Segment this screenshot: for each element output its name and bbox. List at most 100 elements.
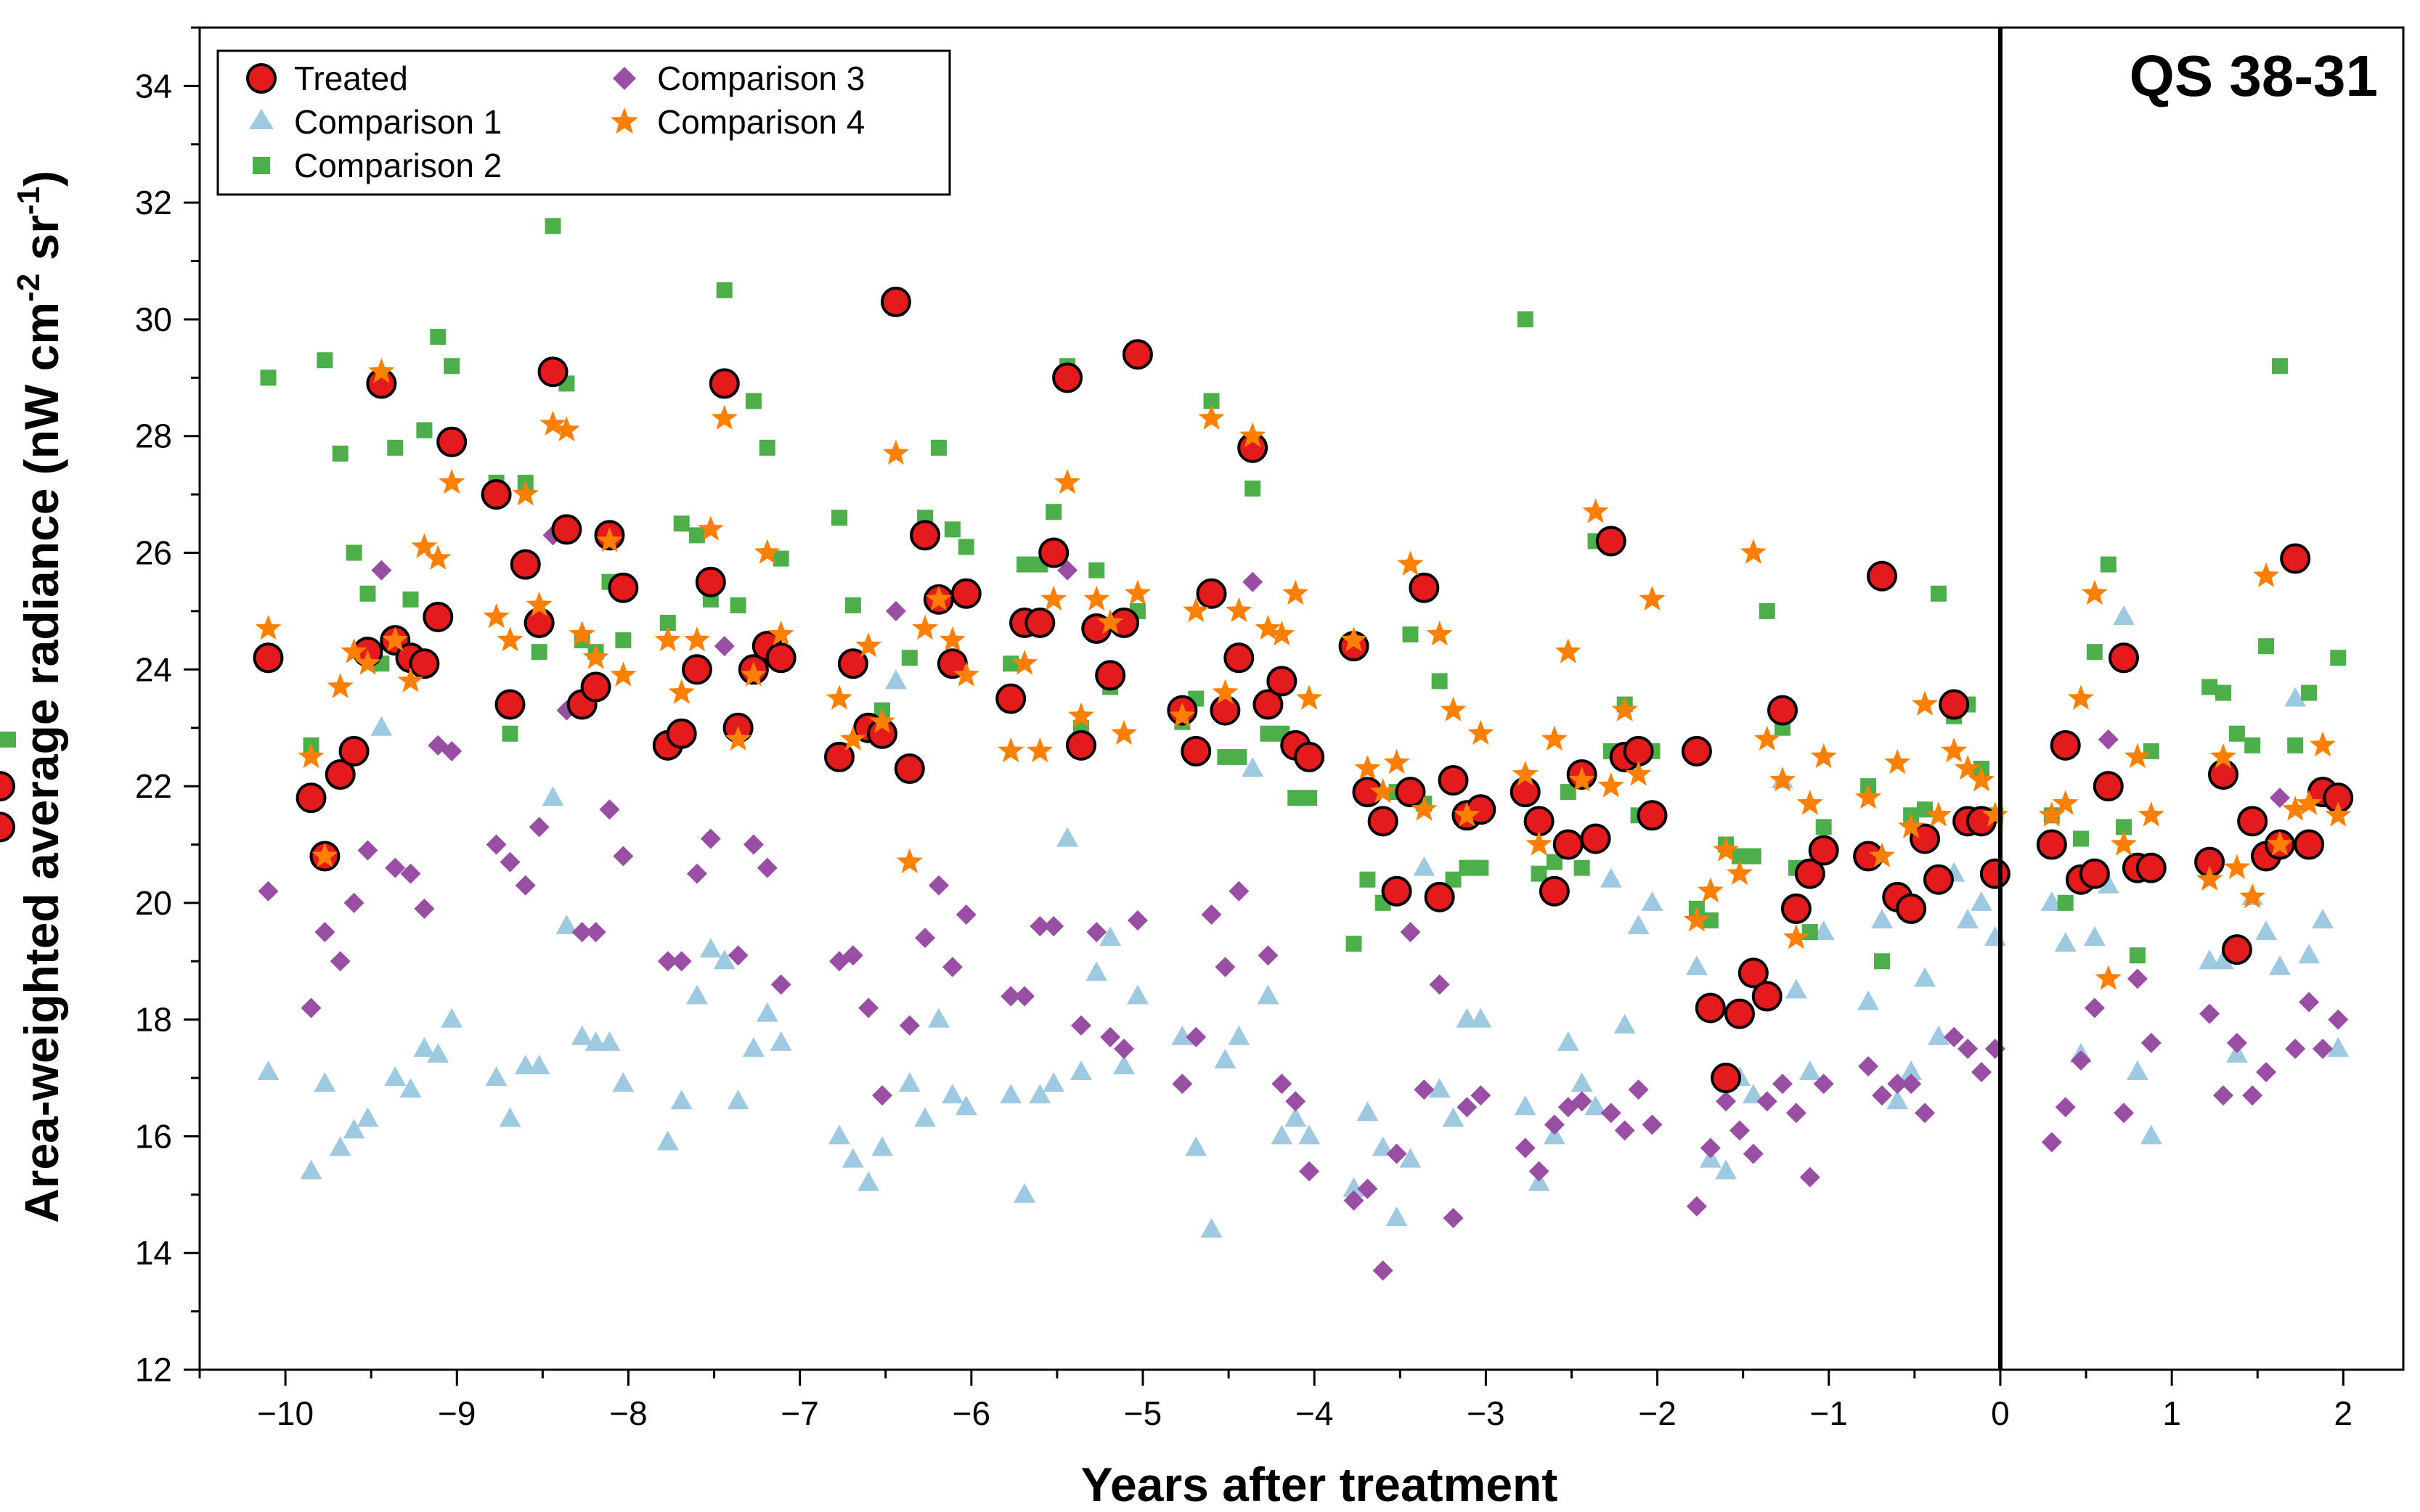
- point-treated: [880, 286, 911, 317]
- series-comparison-4: [255, 358, 2352, 990]
- point-comparison-4: [1968, 767, 1995, 792]
- point-treated: [1552, 829, 1584, 860]
- x-tick-label: 0: [1991, 1394, 2010, 1432]
- point-comparison-3: [1729, 1120, 1750, 1141]
- point-comparison-1: [612, 1072, 635, 1092]
- point-comparison-4: [1981, 801, 2008, 827]
- y-tick-label: 20: [135, 884, 172, 922]
- point-comparison-2: [1445, 871, 1462, 888]
- point-comparison-4: [725, 725, 751, 751]
- point-treated: [910, 520, 941, 551]
- point-comparison-3: [2269, 788, 2290, 809]
- point-comparison-2: [2201, 679, 2218, 695]
- point-comparison-4: [512, 481, 539, 506]
- point-comparison-4: [341, 638, 367, 663]
- point-treated: [1637, 800, 1668, 831]
- point-comparison-3: [942, 957, 963, 978]
- point-comparison-1: [656, 1130, 679, 1151]
- point-comparison-1: [1785, 978, 1807, 999]
- point-comparison-3: [728, 945, 749, 966]
- point-comparison-4: [1925, 801, 1952, 827]
- point-treated: [325, 759, 356, 790]
- point-comparison-2: [1217, 748, 1234, 765]
- point-comparison-3: [1299, 1161, 1320, 1182]
- point-comparison-3: [1813, 1074, 1834, 1095]
- point-comparison-2: [2072, 830, 2089, 847]
- point-comparison-1: [1627, 915, 1650, 935]
- point-comparison-2: [1930, 585, 1947, 602]
- point-comparison-3: [1600, 1103, 1621, 1124]
- point-comparison-2: [2330, 650, 2347, 666]
- point-comparison-4: [2325, 801, 2352, 827]
- legend-label-comparison-2: Comparison 2: [294, 147, 502, 184]
- point-comparison-1: [756, 1002, 778, 1022]
- point-comparison-1: [2140, 1124, 2162, 1145]
- point-comparison-4: [1383, 748, 1410, 775]
- point-comparison-2: [2143, 743, 2159, 759]
- point-comparison-4: [596, 527, 623, 552]
- point-comparison-4: [1411, 796, 1438, 821]
- point-comparison-3: [371, 560, 392, 581]
- point-comparison-3: [1386, 1143, 1407, 1164]
- point-treated: [481, 479, 512, 510]
- point-comparison-2: [444, 358, 460, 375]
- point-comparison-1: [685, 984, 708, 1005]
- point-treated: [2079, 858, 2110, 889]
- point-comparison-3: [301, 997, 322, 1018]
- point-comparison-3: [400, 863, 421, 884]
- point-comparison-4: [925, 585, 952, 611]
- point-comparison-4: [2081, 579, 2108, 605]
- point-comparison-3: [2055, 1097, 2076, 1118]
- point-comparison-2: [1402, 626, 1419, 643]
- point-comparison-3: [1628, 1079, 1649, 1100]
- point-comparison-2: [1345, 936, 1362, 952]
- point-comparison-1: [1014, 1182, 1036, 1203]
- point-comparison-2: [930, 439, 947, 456]
- x-tick-label: −10: [257, 1394, 314, 1432]
- y-tick-label: 12: [135, 1351, 172, 1389]
- point-comparison-2: [359, 585, 376, 602]
- legend-item-comparison-1: Comparison 1: [249, 103, 502, 141]
- point-comparison-1: [1070, 1061, 1092, 1081]
- point-comparison-2: [2215, 685, 2232, 701]
- point-comparison-4: [2095, 965, 2122, 990]
- point-comparison-4: [1296, 685, 1323, 710]
- point-comparison-3: [2140, 1032, 2162, 1053]
- point-comparison-1: [1900, 1061, 1923, 1081]
- point-treated: [0, 771, 15, 802]
- point-comparison-1: [1385, 1206, 1408, 1226]
- point-comparison-1: [427, 1042, 449, 1063]
- point-comparison-4: [1525, 830, 1552, 856]
- point-comparison-4: [1369, 778, 1396, 804]
- point-treated: [1580, 823, 1611, 854]
- point-treated: [1438, 765, 1469, 796]
- point-comparison-2: [346, 544, 362, 561]
- point-treated: [1095, 660, 1126, 691]
- point-comparison-3: [1887, 1074, 1908, 1095]
- point-comparison-4: [896, 848, 923, 873]
- point-treated: [1066, 730, 1096, 761]
- point-treated: [2050, 730, 2081, 761]
- point-comparison-1: [1914, 967, 1936, 987]
- point-comparison-4: [1111, 719, 1138, 745]
- x-axis-title: Years after treatment: [1081, 1458, 1558, 1511]
- point-treated: [681, 654, 712, 685]
- point-comparison-3: [1186, 1026, 1207, 1047]
- point-comparison-2: [260, 369, 277, 386]
- point-comparison-3: [1001, 986, 1022, 1007]
- legend-item-comparison-3: Comparison 3: [613, 60, 865, 97]
- point-comparison-2: [1702, 912, 1719, 928]
- point-comparison-2: [1917, 801, 1934, 818]
- point-comparison-1: [2199, 949, 2221, 970]
- point-comparison-1: [528, 1054, 550, 1074]
- point-treated: [823, 741, 855, 772]
- x-tick-label: −8: [609, 1394, 647, 1432]
- point-comparison-2: [545, 218, 561, 234]
- point-treated: [1252, 689, 1284, 720]
- point-comparison-4: [1027, 737, 1054, 763]
- point-comparison-1: [1399, 1148, 1422, 1168]
- y-tick-label: 18: [135, 1001, 172, 1039]
- point-comparison-4: [439, 469, 465, 494]
- point-comparison-4: [1467, 719, 1494, 745]
- point-comparison-2: [2100, 556, 2117, 573]
